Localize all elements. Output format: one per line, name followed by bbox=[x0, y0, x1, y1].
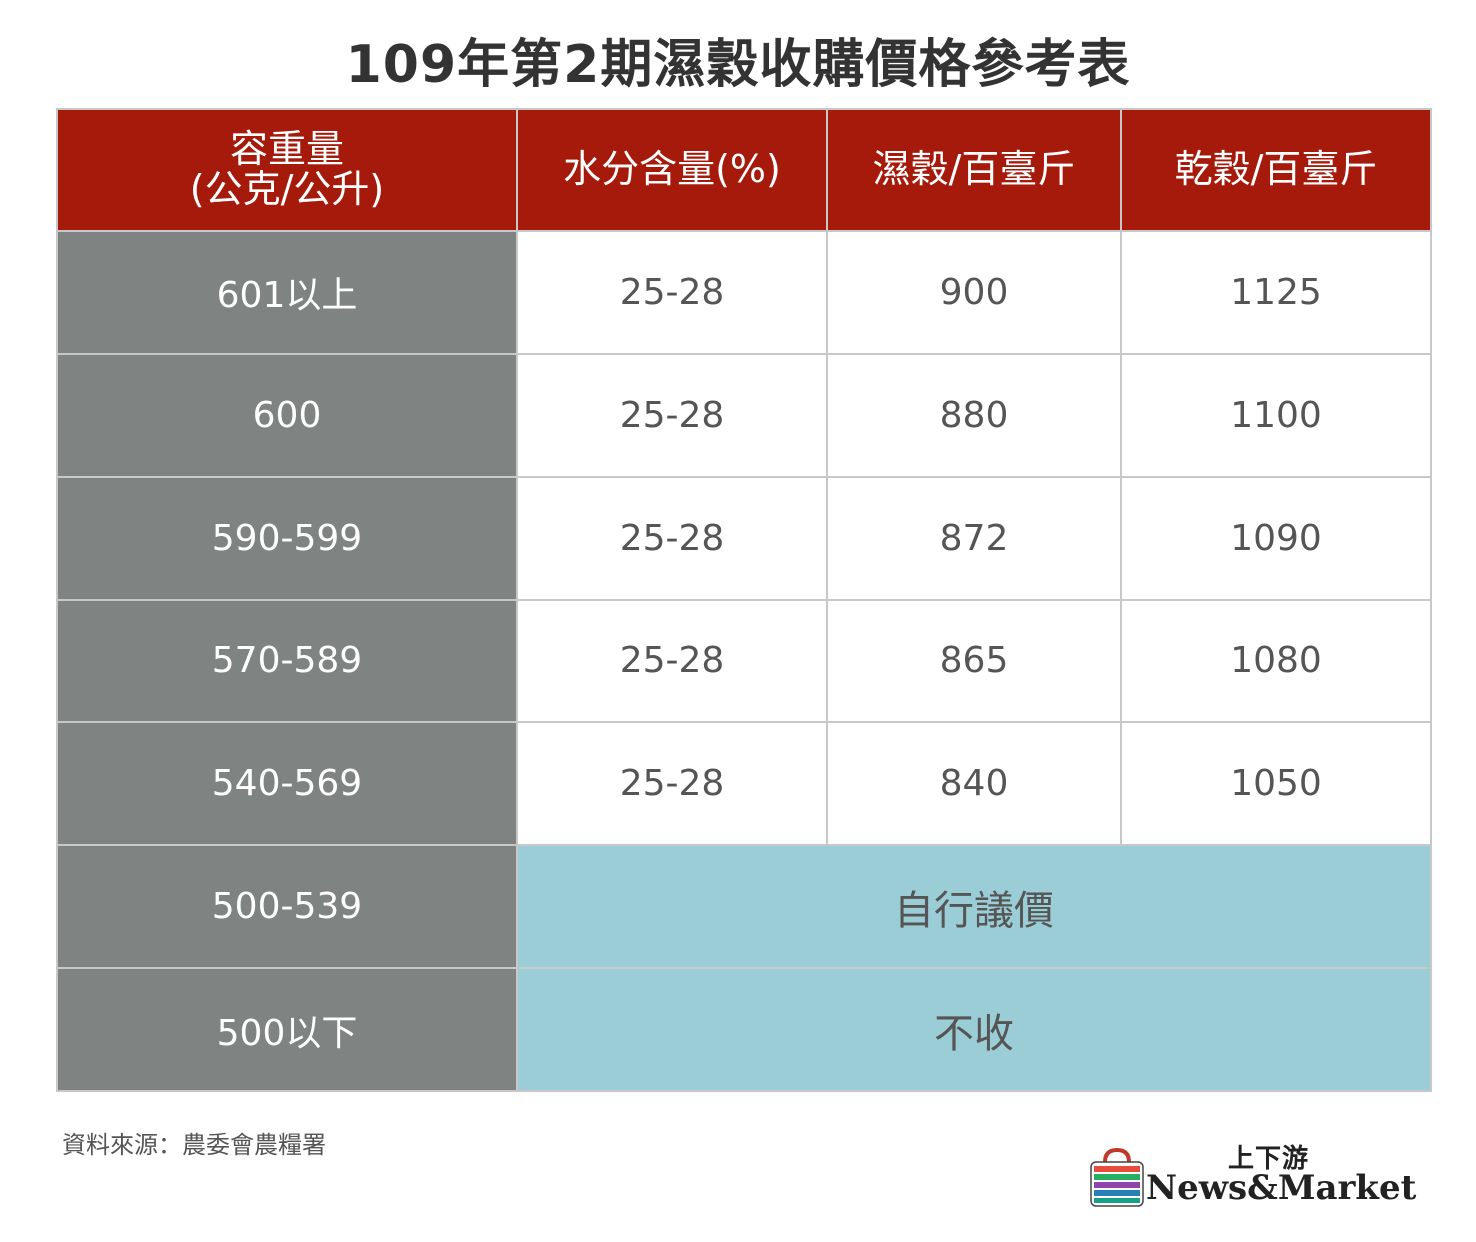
cell-moisture: 25-28 bbox=[516, 352, 828, 478]
cell-wet-price: 900 bbox=[826, 230, 1122, 355]
cell-weight: 600 bbox=[56, 352, 518, 478]
cell-weight: 570-589 bbox=[56, 598, 518, 724]
cell-moisture: 25-28 bbox=[516, 475, 828, 601]
table-row-merged: 500-539 自行議價 bbox=[56, 844, 1432, 970]
cell-weight: 500-539 bbox=[56, 844, 518, 970]
cell-negotiate-note: 自行議價 bbox=[516, 844, 1432, 970]
header-moisture: 水分含量(%) bbox=[516, 108, 828, 232]
cell-moisture: 25-28 bbox=[516, 230, 828, 355]
header-wet-price: 濕穀/百臺斤 bbox=[826, 108, 1122, 232]
table-row: 601以上 25-28 900 1125 bbox=[56, 230, 1432, 355]
header-weight: 容重量 (公克/公升) bbox=[56, 108, 518, 232]
cell-reject-note: 不收 bbox=[516, 967, 1432, 1092]
cell-dry-price: 1080 bbox=[1120, 598, 1432, 724]
cell-wet-price: 865 bbox=[826, 598, 1122, 724]
cell-dry-price: 1125 bbox=[1120, 230, 1432, 355]
cell-wet-price: 872 bbox=[826, 475, 1122, 601]
brand-logo: 上下游 News&Market bbox=[1088, 1138, 1433, 1210]
cell-weight: 500以下 bbox=[56, 967, 518, 1092]
logo-chinese-text: 上下游 bbox=[1228, 1144, 1310, 1174]
logo-english-text: News&Market bbox=[1146, 1168, 1417, 1208]
cell-weight: 601以上 bbox=[56, 230, 518, 355]
cell-wet-price: 840 bbox=[826, 721, 1122, 847]
cell-weight: 540-569 bbox=[56, 721, 518, 847]
shopping-bag-icon bbox=[1090, 1147, 1144, 1207]
header-weight-line2: (公克/公升) bbox=[189, 167, 385, 211]
header-weight-line1: 容重量 bbox=[229, 127, 344, 172]
header-dry-price: 乾穀/百臺斤 bbox=[1120, 108, 1432, 232]
table-row: 600 25-28 880 1100 bbox=[56, 352, 1432, 478]
table-row: 570-589 25-28 865 1080 bbox=[56, 598, 1432, 724]
table-row-merged: 500以下 不收 bbox=[56, 967, 1432, 1092]
cell-wet-price: 880 bbox=[826, 352, 1122, 478]
table-row: 540-569 25-28 840 1050 bbox=[56, 721, 1432, 847]
cell-dry-price: 1090 bbox=[1120, 475, 1432, 601]
cell-dry-price: 1100 bbox=[1120, 352, 1432, 478]
cell-dry-price: 1050 bbox=[1120, 721, 1432, 847]
price-table: 容重量 (公克/公升) 水分含量(%) 濕穀/百臺斤 乾穀/百臺斤 601以上 … bbox=[56, 108, 1432, 1092]
cell-moisture: 25-28 bbox=[516, 721, 828, 847]
page-title: 109年第2期濕穀收購價格參考表 bbox=[345, 35, 1131, 95]
table-row: 590-599 25-28 872 1090 bbox=[56, 475, 1432, 601]
source-note: 資料來源：農委會農糧署 bbox=[62, 1131, 326, 1159]
header-row: 容重量 (公克/公升) 水分含量(%) 濕穀/百臺斤 乾穀/百臺斤 bbox=[56, 108, 1432, 232]
cell-moisture: 25-28 bbox=[516, 598, 828, 724]
cell-weight: 590-599 bbox=[56, 475, 518, 601]
